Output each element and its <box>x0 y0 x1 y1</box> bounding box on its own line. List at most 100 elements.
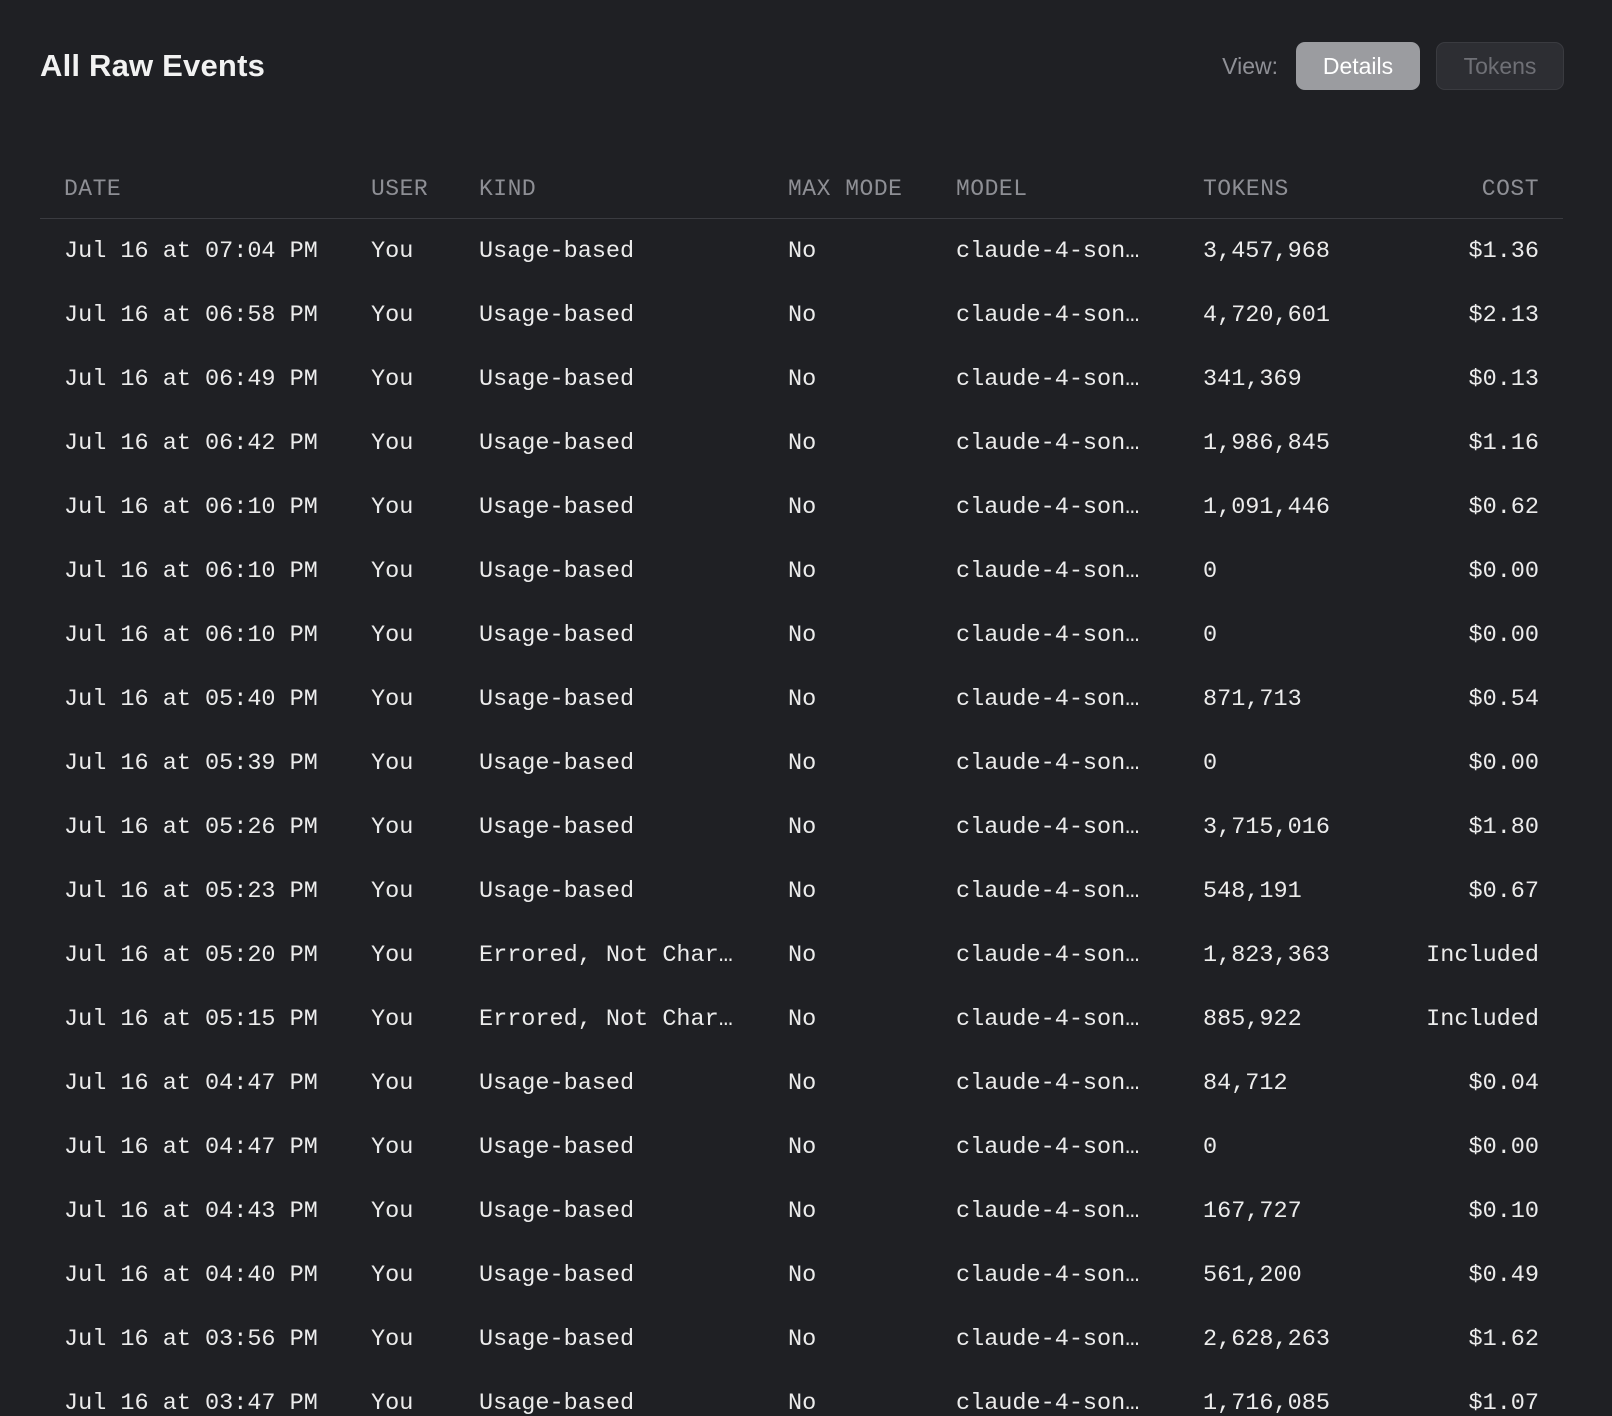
table-row[interactable]: Jul 16 at 05:26 PM You Usage-based No claude… <box>40 795 1563 859</box>
cell-kind: Usage-based <box>479 685 635 713</box>
column-header-user[interactable]: USER <box>371 176 429 202</box>
cell-user: You <box>371 493 414 521</box>
cell-date: Jul 16 at 05:26 PM <box>64 813 318 841</box>
table-row[interactable]: Jul 16 at 06:10 PM You Usage-based No claude… <box>40 475 1563 539</box>
column-header-model[interactable]: MODEL <box>956 176 1028 202</box>
cell-model: claude-4-son… <box>956 429 1140 457</box>
cell-tokens: 3,457,968 <box>1203 237 1330 265</box>
cell-model: claude-4-son… <box>956 1325 1140 1353</box>
cell-date: Jul 16 at 06:49 PM <box>64 365 318 393</box>
view-toggle: View: Details Tokens <box>1222 42 1564 90</box>
table-row[interactable]: Jul 16 at 05:40 PM You Usage-based No claude… <box>40 667 1563 731</box>
cell-tokens: 1,716,085 <box>1203 1389 1330 1416</box>
cell-cost: $1.16 <box>1468 429 1539 457</box>
cell-kind: Usage-based <box>479 877 635 905</box>
cell-user: You <box>371 685 414 713</box>
table-body: Jul 16 at 07:04 PM You Usage-based No claude… <box>40 219 1563 1416</box>
page-header: All Raw Events View: Details Tokens <box>40 36 1564 96</box>
cell-kind: Usage-based <box>479 813 635 841</box>
details-view-button[interactable]: Details <box>1296 42 1420 90</box>
cell-max-mode: No <box>788 365 817 393</box>
cell-user: You <box>371 1069 414 1097</box>
cell-user: You <box>371 813 414 841</box>
cell-user: You <box>371 1389 414 1416</box>
table-row[interactable]: Jul 16 at 07:04 PM You Usage-based No claude… <box>40 219 1563 283</box>
cell-max-mode: No <box>788 877 817 905</box>
cell-cost: $2.13 <box>1468 301 1539 329</box>
column-header-max-mode[interactable]: MAX MODE <box>788 176 903 202</box>
cell-model: claude-4-son… <box>956 557 1140 585</box>
cell-tokens: 1,823,363 <box>1203 941 1330 969</box>
tokens-view-button[interactable]: Tokens <box>1436 42 1564 90</box>
table-row[interactable]: Jul 16 at 04:43 PM You Usage-based No claude… <box>40 1179 1563 1243</box>
cell-tokens: 1,091,446 <box>1203 493 1330 521</box>
cell-kind: Errored, Not Char… <box>479 1005 733 1033</box>
cell-tokens: 3,715,016 <box>1203 813 1330 841</box>
cell-date: Jul 16 at 06:58 PM <box>64 301 318 329</box>
column-header-date[interactable]: DATE <box>64 176 122 202</box>
cell-date: Jul 16 at 06:10 PM <box>64 621 318 649</box>
table-row[interactable]: Jul 16 at 06:42 PM You Usage-based No claude… <box>40 411 1563 475</box>
cell-date: Jul 16 at 05:15 PM <box>64 1005 318 1033</box>
table-row[interactable]: Jul 16 at 04:47 PM You Usage-based No claude… <box>40 1115 1563 1179</box>
column-header-kind[interactable]: KIND <box>479 176 537 202</box>
cell-max-mode: No <box>788 493 817 521</box>
table-row[interactable]: Jul 16 at 03:56 PM You Usage-based No claude… <box>40 1307 1563 1371</box>
cell-tokens: 548,191 <box>1203 877 1302 905</box>
cell-max-mode: No <box>788 1261 817 1289</box>
cell-model: claude-4-son… <box>956 1197 1140 1225</box>
table-row[interactable]: Jul 16 at 06:10 PM You Usage-based No claude… <box>40 603 1563 667</box>
cell-date: Jul 16 at 04:43 PM <box>64 1197 318 1225</box>
cell-date: Jul 16 at 06:10 PM <box>64 493 318 521</box>
cell-model: claude-4-son… <box>956 685 1140 713</box>
table-row[interactable]: Jul 16 at 05:20 PM You Errored, Not Char… N… <box>40 923 1563 987</box>
cell-kind: Usage-based <box>479 1325 635 1353</box>
cell-user: You <box>371 301 414 329</box>
cell-max-mode: No <box>788 1389 817 1416</box>
cell-tokens: 0 <box>1203 621 1218 649</box>
cell-kind: Usage-based <box>479 749 635 777</box>
cell-cost: $1.62 <box>1468 1325 1539 1353</box>
cell-model: claude-4-son… <box>956 301 1140 329</box>
table-row[interactable]: Jul 16 at 05:39 PM You Usage-based No claude… <box>40 731 1563 795</box>
cell-max-mode: No <box>788 813 817 841</box>
cell-model: claude-4-son… <box>956 749 1140 777</box>
table-row[interactable]: Jul 16 at 03:47 PM You Usage-based No claude… <box>40 1371 1563 1416</box>
cell-model: claude-4-son… <box>956 237 1140 265</box>
table-row[interactable]: Jul 16 at 05:23 PM You Usage-based No claude… <box>40 859 1563 923</box>
cell-kind: Usage-based <box>479 1389 635 1416</box>
cell-model: claude-4-son… <box>956 1005 1140 1033</box>
column-header-tokens[interactable]: TOKENS <box>1203 176 1289 202</box>
table-row[interactable]: Jul 16 at 04:40 PM You Usage-based No claude… <box>40 1243 1563 1307</box>
cell-date: Jul 16 at 04:47 PM <box>64 1069 318 1097</box>
cell-user: You <box>371 1325 414 1353</box>
cell-tokens: 341,369 <box>1203 365 1302 393</box>
cell-date: Jul 16 at 05:20 PM <box>64 941 318 969</box>
cell-tokens: 2,628,263 <box>1203 1325 1330 1353</box>
cell-cost: $0.00 <box>1468 557 1539 585</box>
cell-tokens: 84,712 <box>1203 1069 1288 1097</box>
cell-user: You <box>371 365 414 393</box>
column-header-cost[interactable]: COST <box>1481 176 1539 202</box>
cell-model: claude-4-son… <box>956 365 1140 393</box>
table-header: DATE USER KIND MAX MODE MODEL TOKENS COS… <box>40 160 1563 219</box>
cell-max-mode: No <box>788 1133 817 1161</box>
cell-max-mode: No <box>788 685 817 713</box>
cell-model: claude-4-son… <box>956 1261 1140 1289</box>
cell-user: You <box>371 877 414 905</box>
cell-max-mode: No <box>788 557 817 585</box>
cell-date: Jul 16 at 05:39 PM <box>64 749 318 777</box>
table-row[interactable]: Jul 16 at 06:10 PM You Usage-based No claude… <box>40 539 1563 603</box>
cell-model: claude-4-son… <box>956 877 1140 905</box>
cell-kind: Usage-based <box>479 1261 635 1289</box>
cell-kind: Usage-based <box>479 621 635 649</box>
cell-kind: Usage-based <box>479 429 635 457</box>
page-title: All Raw Events <box>40 48 266 83</box>
table-row[interactable]: Jul 16 at 06:58 PM You Usage-based No claude… <box>40 283 1563 347</box>
table-row[interactable]: Jul 16 at 04:47 PM You Usage-based No claude… <box>40 1051 1563 1115</box>
cell-date: Jul 16 at 03:47 PM <box>64 1389 318 1416</box>
table-row[interactable]: Jul 16 at 05:15 PM You Errored, Not Char… N… <box>40 987 1563 1051</box>
cell-cost: $0.13 <box>1468 365 1539 393</box>
cell-model: claude-4-son… <box>956 1389 1140 1416</box>
table-row[interactable]: Jul 16 at 06:49 PM You Usage-based No claude… <box>40 347 1563 411</box>
